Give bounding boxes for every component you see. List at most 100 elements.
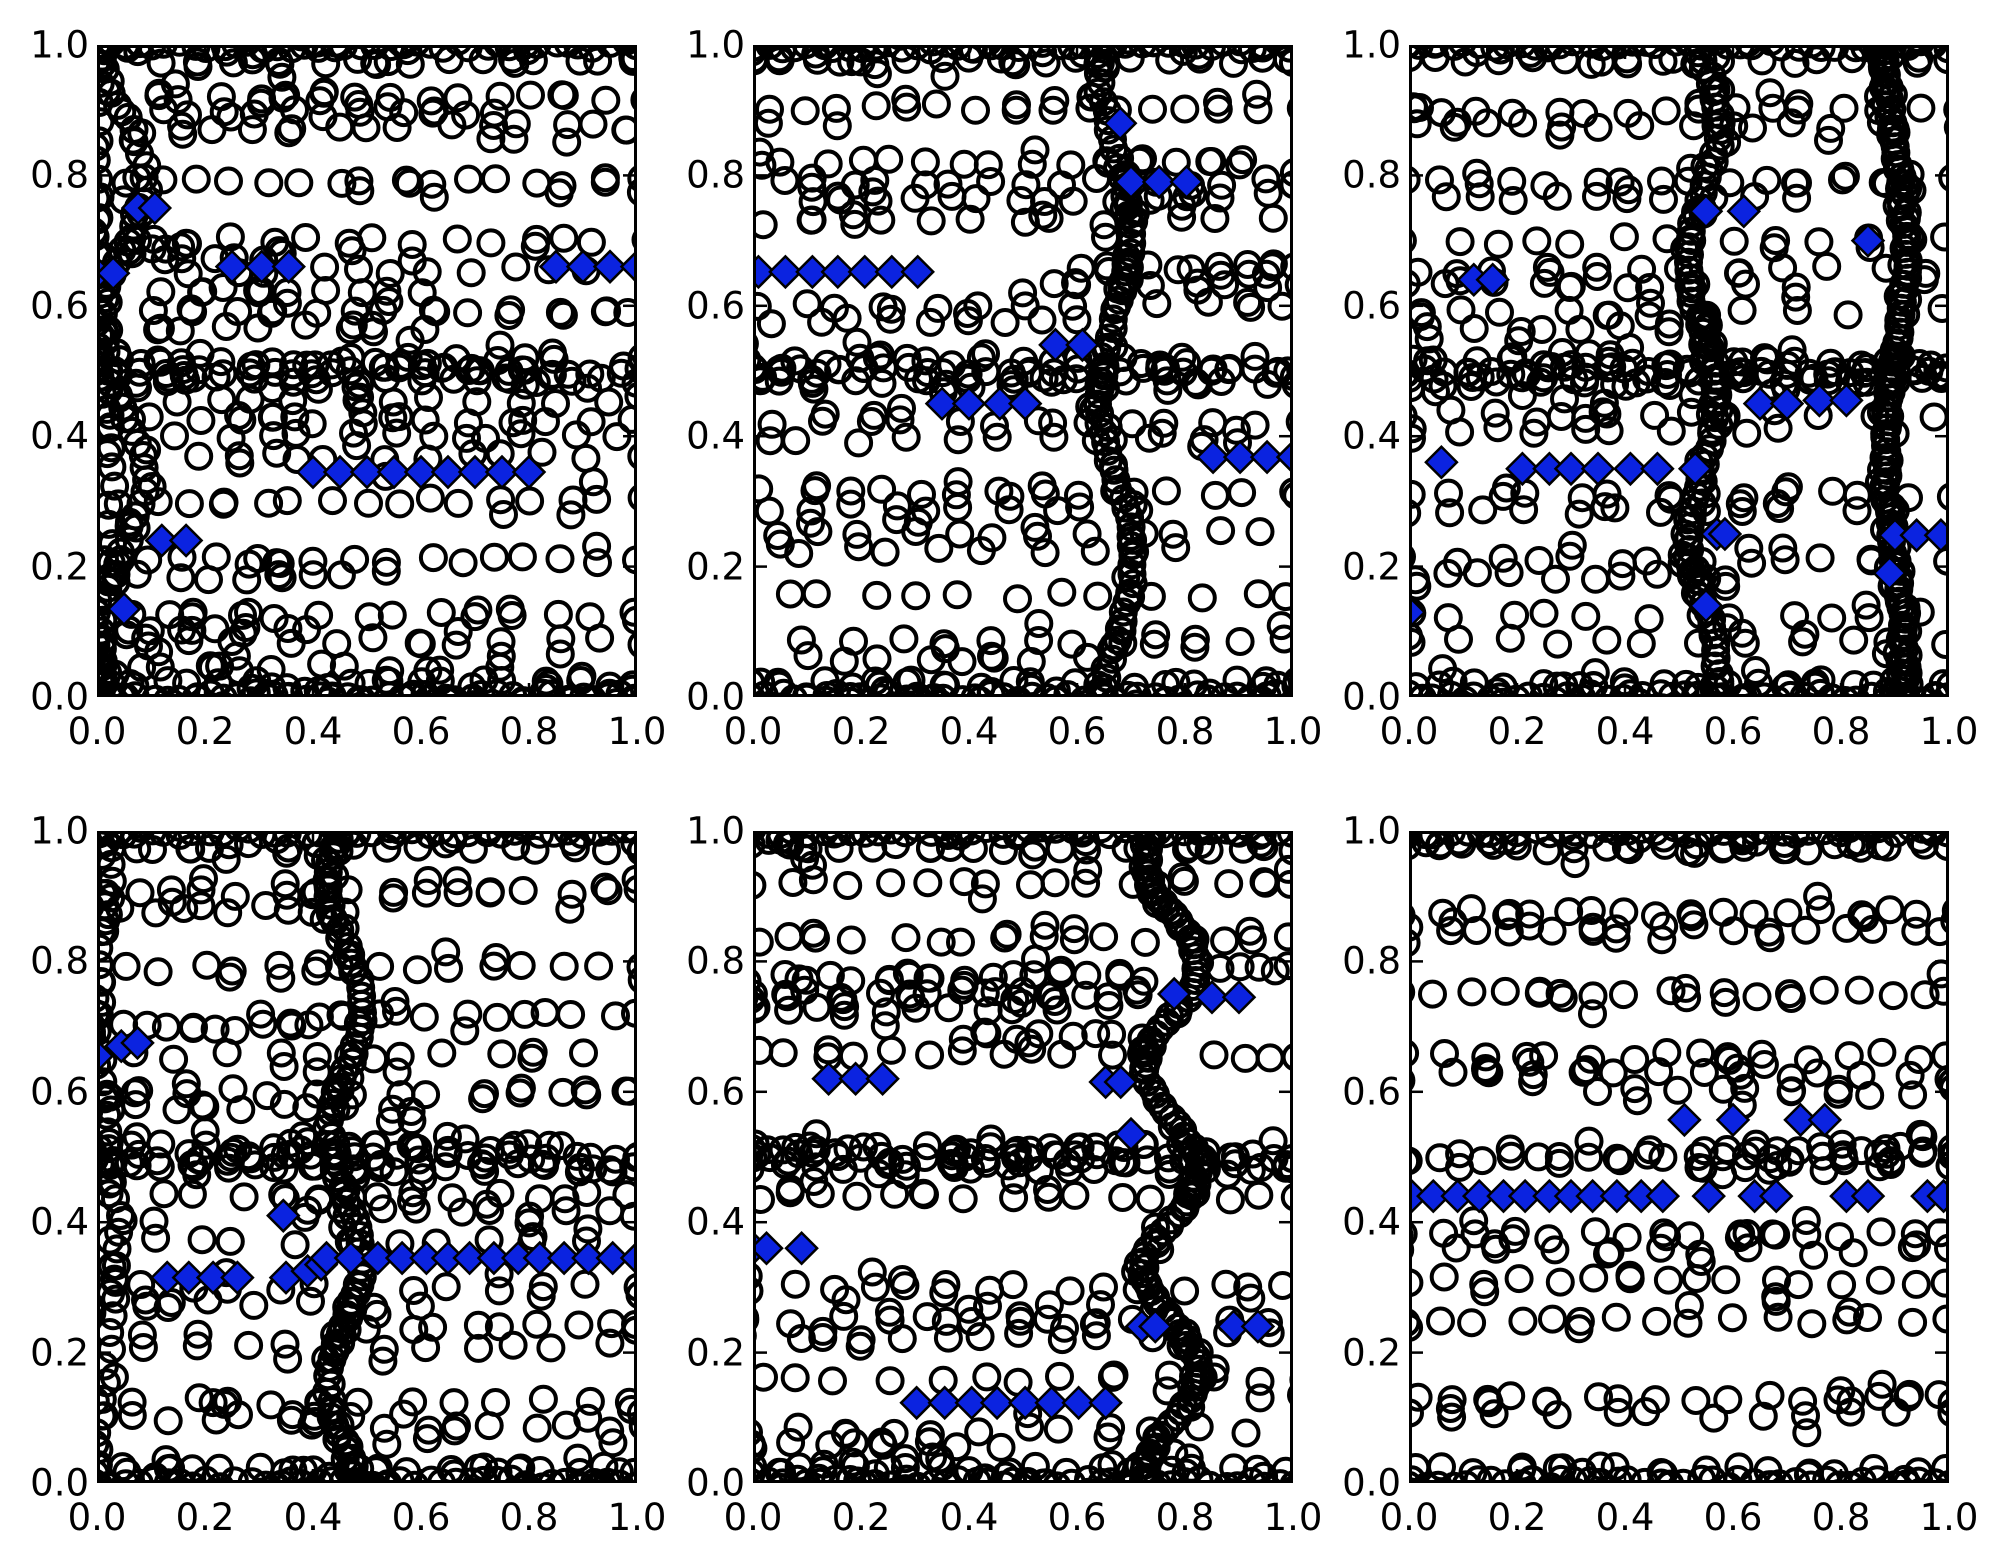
data-point-circle — [270, 1140, 300, 1170]
data-point-circle — [145, 1152, 175, 1182]
data-point-circle — [836, 925, 866, 955]
data-point-circle — [520, 835, 550, 865]
data-point-circle — [1730, 1073, 1760, 1103]
data-point-circle — [382, 113, 412, 142]
data-point-circle — [849, 1469, 879, 1483]
data-point-circle — [1867, 1037, 1897, 1067]
data-point-circle — [1831, 686, 1860, 697]
data-point-circle — [1712, 1135, 1742, 1164]
data-point-circle — [324, 831, 354, 846]
data-point-circle — [169, 894, 199, 923]
data-point-circle — [1065, 492, 1095, 522]
data-point-circle — [569, 1038, 598, 1068]
data-point-circle — [557, 366, 587, 396]
data-point-circle — [1651, 96, 1681, 126]
data-point-circle — [1816, 683, 1846, 697]
data-point-circle — [97, 217, 109, 246]
data-point-circle — [1597, 352, 1627, 382]
data-point-circle — [605, 1469, 634, 1483]
subplot-1: 0.0 0.2 0.4 0.6 0.8 1.0 0.0 0.2 0.4 0.6 0.8 1.0 — [30, 27, 666, 767]
data-point-circle — [753, 332, 759, 356]
data-point-circle — [1594, 684, 1624, 697]
data-point-circle — [1739, 899, 1769, 929]
x-tick-label: 1.0 — [607, 710, 667, 753]
data-point-circle — [205, 651, 235, 681]
data-point-circle — [104, 831, 134, 846]
data-point-circle — [389, 45, 418, 60]
data-point-circle — [994, 495, 1024, 525]
data-point-circle — [508, 405, 538, 435]
data-point-circle — [178, 363, 208, 393]
data-point-circle — [485, 81, 515, 111]
data-point-circle — [1583, 1077, 1612, 1106]
data-point-circle — [780, 1269, 810, 1299]
x-tick-label: 0.2 — [175, 1496, 235, 1539]
data-point-circle — [1862, 1465, 1892, 1483]
data-point-circle — [1646, 497, 1675, 527]
data-point-circle — [1836, 1386, 1866, 1416]
data-point-diamond — [1113, 164, 1149, 200]
data-point-circle — [1902, 48, 1932, 78]
data-point-diamond — [376, 454, 412, 490]
data-point-circle — [1139, 629, 1169, 659]
data-point-circle — [1005, 1148, 1035, 1178]
data-point-circle — [414, 684, 444, 697]
x-tick-label: 0.6 — [391, 1496, 451, 1539]
data-point-circle — [880, 1179, 910, 1209]
data-point-circle — [425, 655, 455, 685]
data-point-circle — [1058, 1021, 1088, 1051]
data-point-circle — [1838, 1238, 1868, 1268]
data-point-circle — [1269, 624, 1293, 654]
data-point-circle — [594, 387, 624, 417]
data-point-circle — [97, 900, 123, 930]
data-point-circle — [1248, 45, 1278, 60]
data-point-circle — [1439, 1471, 1469, 1483]
data-point-circle — [904, 364, 933, 394]
data-point-circle — [1444, 831, 1474, 856]
data-point-circle — [1442, 107, 1472, 137]
data-point-circle — [97, 1299, 107, 1327]
data-point-circle — [961, 95, 990, 125]
data-point-circle — [1116, 582, 1146, 612]
data-point-circle — [1635, 273, 1665, 302]
data-point-circle — [440, 685, 469, 697]
data-point-circle — [1626, 688, 1653, 697]
data-point-circle — [1812, 251, 1842, 281]
data-point-circle — [1203, 87, 1232, 117]
data-point-circle — [1615, 1260, 1645, 1290]
data-point-circle — [1943, 116, 1949, 139]
data-point-circle — [120, 1078, 150, 1108]
y-tick-label: 0.2 — [30, 1331, 89, 1375]
data-point-circle — [930, 1469, 960, 1483]
data-point-diamond — [546, 1240, 582, 1276]
data-point-circle — [982, 422, 1012, 452]
data-point-circle — [389, 98, 419, 128]
data-point-circle — [1555, 541, 1585, 571]
data-point-circle — [1796, 1470, 1826, 1483]
data-point-circle — [1804, 227, 1834, 257]
data-point-circle — [1500, 1216, 1530, 1246]
data-point-circle — [941, 480, 971, 510]
data-point-circle — [1495, 1134, 1525, 1164]
data-point-circle — [1532, 836, 1562, 866]
data-point-circle — [1194, 835, 1224, 865]
data-point-circle — [555, 894, 585, 924]
data-point-circle — [1409, 498, 1422, 528]
data-point-circle — [1648, 46, 1678, 76]
data-point-circle — [1010, 1469, 1040, 1483]
data-point-circle — [1546, 402, 1576, 431]
data-point-circle — [1040, 86, 1070, 115]
data-point-circle — [876, 831, 906, 845]
data-point-circle — [1663, 1075, 1693, 1105]
data-point-circle — [1135, 1184, 1165, 1214]
data-point-circle — [1904, 1045, 1934, 1074]
data-point-circle — [437, 1183, 467, 1213]
data-point-circle — [595, 1328, 625, 1358]
data-point-circle — [1612, 1465, 1642, 1483]
data-point-circle — [395, 325, 425, 355]
data-point-circle — [1129, 966, 1159, 996]
data-point-diamond — [266, 1198, 301, 1233]
data-point-circle — [1094, 991, 1124, 1020]
data-point-circle — [1609, 980, 1638, 1010]
y-tick-label: 0.0 — [686, 675, 745, 719]
